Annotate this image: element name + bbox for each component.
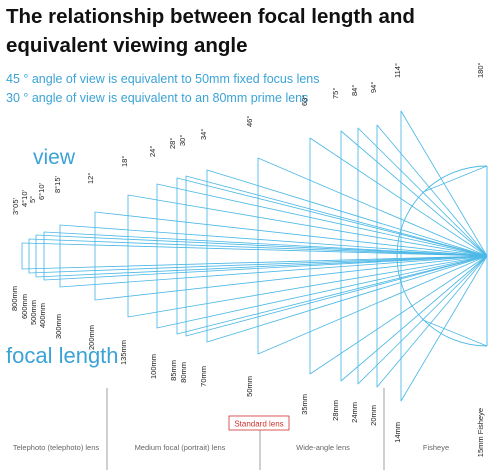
focal-label-300mm: 300mm xyxy=(54,314,63,339)
fov-triangle-100mm xyxy=(156,183,488,329)
focal-length-label: focal length xyxy=(6,343,119,368)
focal-label-600mm: 600mm xyxy=(20,294,29,319)
fisheye-rays xyxy=(422,165,488,347)
focal-label-85mm: 85mm xyxy=(169,360,178,381)
focal-label-500mm: 500mm xyxy=(29,300,38,325)
category-label-2: Medium focal (portrait) lens xyxy=(135,443,226,452)
fov-triangle-800mm xyxy=(21,242,488,270)
angle-label-28mm: 75° xyxy=(331,88,340,99)
view-label: view xyxy=(33,146,76,169)
fov-triangle-14mm xyxy=(400,110,488,402)
angle-label-50mm: 46° xyxy=(245,116,254,127)
category-label-3: Wide-angle lens xyxy=(296,443,350,452)
fov-triangle-24mm xyxy=(357,127,488,385)
focal-label-200mm: 200mm xyxy=(87,325,96,350)
fov-triangle-80mm xyxy=(185,175,488,337)
angle-label-15mm-fisheye: 180° xyxy=(476,62,485,78)
angle-label-500mm: 5° xyxy=(28,196,37,203)
angle-label-800mm: 3°05' xyxy=(11,197,20,215)
fov-triangle-300mm xyxy=(59,224,488,288)
standard-lens-label: Standard lens xyxy=(234,420,283,429)
focal-label-15mm-fisheye: 15mm Fisheye xyxy=(476,408,485,457)
standard-lens-box xyxy=(228,415,290,431)
fov-triangle-28mm xyxy=(340,130,488,382)
fov-triangle-85mm xyxy=(176,177,488,335)
diagram-title: The relationship between focal length an… xyxy=(6,5,415,57)
angle-label-100mm: 24° xyxy=(148,146,157,157)
focal-label-20mm: 20mm xyxy=(369,405,378,426)
angle-label-20mm: 94° xyxy=(369,82,378,93)
angle-label-24mm: 84° xyxy=(350,85,359,96)
angle-label-200mm: 12° xyxy=(86,173,95,184)
angle-label-135mm: 18° xyxy=(120,156,129,167)
category-label-1: Telephoto (telephoto) lens xyxy=(13,443,100,452)
focal-label-35mm: 35mm xyxy=(300,394,309,415)
fov-triangle-20mm xyxy=(376,124,488,388)
focal-label-70mm: 70mm xyxy=(199,366,208,387)
note-45-degree: 45 ° angle of view is equivalent to 50mm… xyxy=(6,72,320,86)
fisheye-arc xyxy=(396,165,488,347)
fov-triangle-400mm xyxy=(43,231,488,281)
focal-label-28mm: 28mm xyxy=(331,400,340,421)
fov-triangle-35mm xyxy=(309,137,488,375)
focal-label-80mm: 80mm xyxy=(179,362,188,383)
focal-label-14mm: 14mm xyxy=(393,422,402,443)
angle-label-300mm: 8°15' xyxy=(53,175,62,193)
focal-label-135mm: 135mm xyxy=(119,340,128,365)
focal-label-24mm: 24mm xyxy=(350,402,359,423)
category-label-4: Fisheye xyxy=(423,443,449,452)
note-30-degree: 30 ° angle of view is equivalent to an 8… xyxy=(6,91,309,105)
focal-label-50mm: 50mm xyxy=(245,376,254,397)
fov-triangle-70mm xyxy=(206,169,488,343)
angle-label-70mm: 34° xyxy=(199,129,208,140)
focal-label-100mm: 100mm xyxy=(149,354,158,379)
angle-label-80mm: 30° xyxy=(178,135,187,146)
angle-label-14mm: 114° xyxy=(393,63,402,78)
angle-label-35mm: 63° xyxy=(300,95,309,106)
focal-label-400mm: 400mm xyxy=(38,303,47,328)
angle-label-85mm: 28° xyxy=(168,138,177,149)
fov-triangle-500mm xyxy=(35,234,488,278)
angle-label-600mm: 4°10' xyxy=(20,189,29,207)
fov-triangle-200mm xyxy=(94,211,488,301)
angle-label-400mm: 6°10' xyxy=(37,182,46,200)
fov-triangle-135mm xyxy=(127,194,488,318)
fov-triangle-50mm xyxy=(257,157,488,355)
focal-label-800mm: 800mm xyxy=(10,286,19,311)
